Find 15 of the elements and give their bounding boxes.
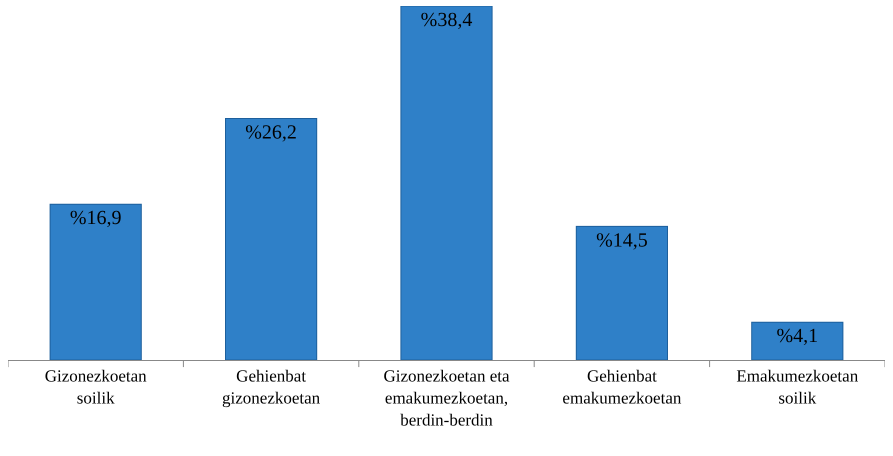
data-label: %4,1 <box>776 325 818 348</box>
x-tick-label: Gehienbat emakumezkoetan <box>562 366 682 408</box>
data-label: %14,5 <box>596 229 648 252</box>
data-label: %26,2 <box>245 121 297 144</box>
bar <box>50 204 142 360</box>
data-label: %38,4 <box>420 9 472 31</box>
bar <box>400 6 493 360</box>
data-label: %16,9 <box>70 207 122 230</box>
x-tick-label: Gizonezkoetan eta emakumezkoetan, berdin-berdin <box>383 366 510 430</box>
x-tick-label: Emakumezkoetan soilik <box>736 366 859 408</box>
bar <box>576 226 668 360</box>
x-tick-label: Gizonezkoetan soilik <box>44 366 148 408</box>
x-tick-label: Gehienbat gizonezkoetan <box>222 366 321 408</box>
bar <box>751 322 844 360</box>
bar <box>225 118 318 360</box>
